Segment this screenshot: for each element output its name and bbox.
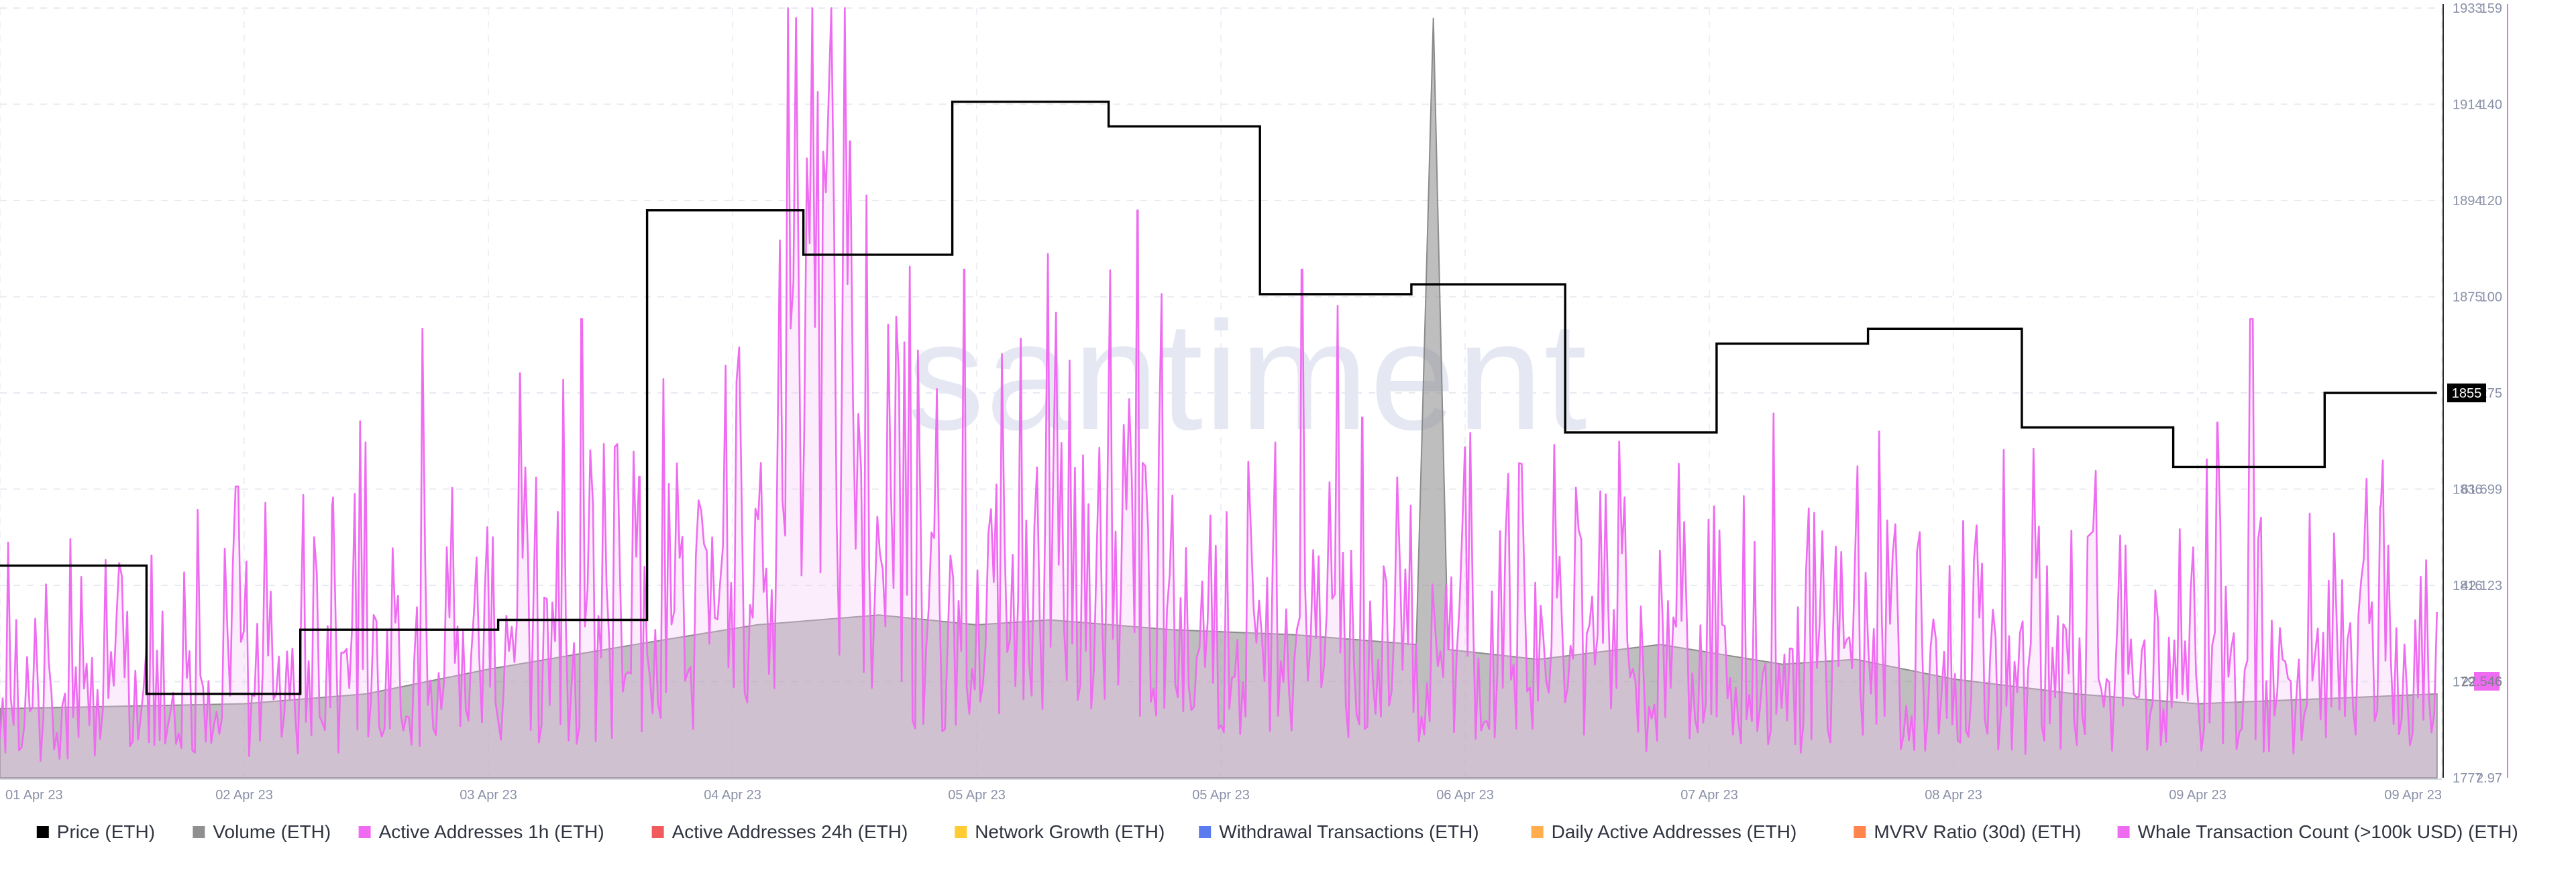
santiment-watermark: santiment — [907, 290, 1588, 462]
x-axis-tick-label: 09 Apr 23 — [2169, 788, 2226, 803]
left-axis-tick-label: 1816 — [2453, 579, 2483, 593]
x-axis-tick-label: 09 Apr 23 — [2384, 788, 2442, 803]
series-layer — [0, 7, 2438, 778]
legend-swatch — [955, 826, 967, 838]
whale-transaction-fill — [0, 8, 2437, 778]
right-axis-tick-label: 61.699 — [2461, 483, 2502, 498]
right-axis-tick-label: 140 — [2480, 98, 2502, 113]
right-axis-tick-label: 159 — [2480, 1, 2502, 16]
right-axis-tick-label: 42.123 — [2461, 579, 2502, 593]
legend-item[interactable]: Active Addresses 1h (ETH) — [358, 821, 604, 842]
chart-legend: Price (ETH) Volume (ETH) Active Addresses … — [36, 821, 2518, 842]
x-axis-tick-label: 07 Apr 23 — [1680, 788, 1738, 803]
legend-item[interactable]: Price (ETH) — [36, 821, 155, 842]
left-axis-tick-label: 1933 — [2453, 1, 2483, 16]
right-axis-tick-label: 100 — [2480, 290, 2502, 305]
legend-label: Active Addresses 24h (ETH) — [672, 821, 908, 842]
x-axis-tick-label: 02 Apr 23 — [215, 788, 273, 803]
x-axis-tick-label: 06 Apr 23 — [1436, 788, 1494, 803]
legend-label: Volume (ETH) — [213, 821, 331, 842]
left-axis-tick-label: 1894 — [2453, 194, 2483, 209]
price-value-tag — [2447, 384, 2486, 402]
legend-swatch — [1531, 826, 1544, 838]
right-axis-tick-label: 120 — [2480, 194, 2502, 209]
x-axis-tick-label: 04 Apr 23 — [704, 788, 761, 803]
left-axis-tick-label: 1914 — [2453, 98, 2483, 113]
axis-layer: 1933191418941875185518361816179717771591… — [0, 1, 2508, 803]
legend-swatch — [1199, 826, 1212, 838]
legend-label: Whale Transaction Count (>100k USD) (ETH… — [2138, 821, 2518, 842]
legend-item[interactable]: Whale Transaction Count (>100k USD) (ETH… — [2117, 821, 2518, 842]
legend-swatch — [651, 826, 664, 838]
price-line — [0, 101, 2437, 695]
x-axis-tick-label: 03 Apr 23 — [460, 788, 517, 803]
legend-label: Network Growth (ETH) — [975, 821, 1165, 842]
x-axis-tick-label: 01 Apr 23 — [5, 788, 63, 803]
legend-item[interactable]: Daily Active Addresses (ETH) — [1531, 821, 1797, 842]
price-value-tag-label: 1855 — [2452, 386, 2482, 401]
legend-swatch — [358, 826, 371, 838]
legend-item[interactable]: Volume (ETH) — [193, 821, 331, 842]
x-axis-tick-label: 08 Apr 23 — [1925, 788, 1982, 803]
legend-label: Active Addresses 1h (ETH) — [379, 821, 604, 842]
x-axis-tick-label: 05 Apr 23 — [948, 788, 1006, 803]
legend-label: MVRV Ratio (30d) (ETH) — [1874, 821, 2081, 842]
legend-swatch — [193, 826, 205, 838]
left-axis-tick-label: 1836 — [2453, 483, 2483, 498]
legend-swatch — [2117, 826, 2130, 838]
legend-item[interactable]: MVRV Ratio (30d) (ETH) — [1854, 821, 2082, 842]
legend-item[interactable]: Network Growth (ETH) — [955, 821, 1165, 842]
legend-label: Daily Active Addresses (ETH) — [1552, 821, 1797, 842]
legend-swatch — [36, 826, 49, 838]
left-axis-tick-label: 1875 — [2453, 290, 2483, 305]
legend-label: Withdrawal Transactions (ETH) — [1219, 821, 1479, 842]
legend-item[interactable]: Withdrawal Transactions (ETH) — [1199, 821, 1479, 842]
right-axis-tick-label: 2.97 — [2476, 771, 2502, 786]
x-axis-tick-label: 05 Apr 23 — [1192, 788, 1250, 803]
legend-item[interactable]: Active Addresses 24h (ETH) — [651, 821, 908, 842]
legend-label: Price (ETH) — [57, 821, 155, 842]
whale-value-tag — [2474, 672, 2500, 691]
whale-transaction-line — [0, 7, 2438, 762]
legend-swatch — [1854, 826, 1866, 838]
whale-value-tag-label: 22.546 — [2461, 675, 2502, 689]
left-axis-tick-label: 1777 — [2453, 771, 2483, 786]
